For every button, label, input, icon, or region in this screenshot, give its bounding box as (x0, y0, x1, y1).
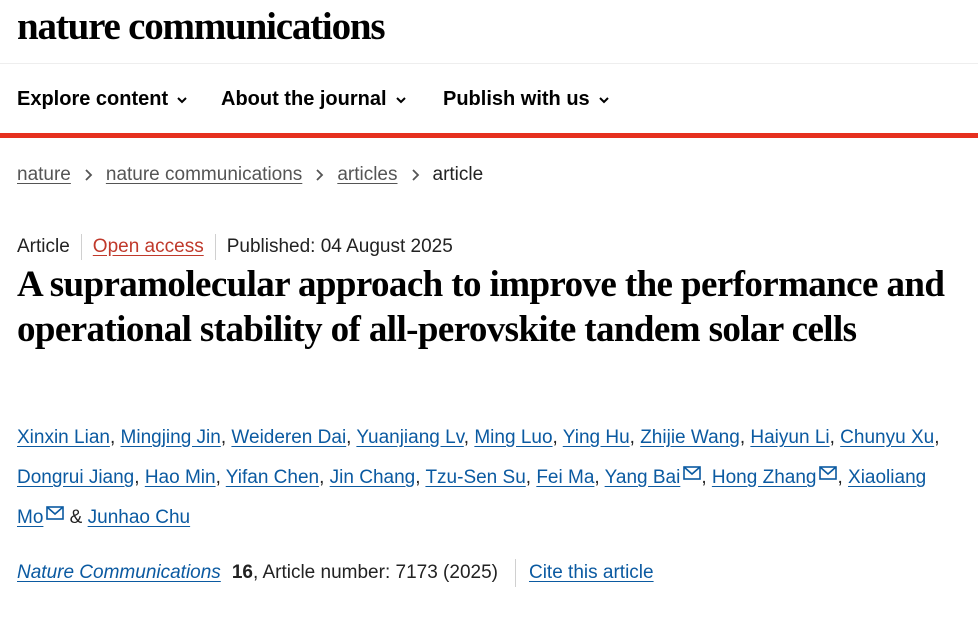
author-list: Xinxin Lian, Mingjing Jin, Weideren Dai,… (17, 427, 940, 528)
email-icon[interactable] (683, 466, 702, 480)
author-link[interactable]: Fei Ma (536, 467, 595, 488)
author-link[interactable]: Yang Bai (604, 467, 681, 488)
breadcrumb-current: article (432, 164, 484, 185)
author-link[interactable]: Hao Min (144, 467, 216, 488)
cite-this-article-link[interactable]: Cite this article (528, 562, 654, 583)
breadcrumb-link-nature[interactable]: nature (17, 164, 71, 185)
volume-number: 16 (231, 562, 253, 583)
site-logo[interactable]: nature communications (17, 5, 386, 48)
nav-item-label: About the journal (221, 88, 387, 110)
chevron-down-icon (598, 96, 609, 103)
author-link[interactable]: Xiaoliang Mo (17, 467, 927, 528)
accent-bar (0, 133, 978, 138)
main-nav: Explore content About the journal Publis… (0, 64, 978, 133)
divider (80, 234, 82, 260)
chevron-down-icon (177, 96, 187, 103)
nav-about-journal[interactable]: About the journal (221, 88, 407, 111)
breadcrumb: nature nature communications articles ar… (17, 164, 483, 186)
author-link[interactable]: Ming Luo (474, 427, 553, 448)
chevron-down-icon (395, 96, 406, 103)
nav-publish-with-us[interactable]: Publish with us (443, 88, 610, 111)
email-icon[interactable] (819, 466, 838, 480)
chevron-right-icon (316, 169, 324, 181)
email-icon[interactable] (46, 506, 65, 520)
divider (514, 559, 516, 587)
author-link[interactable]: Yifan Chen (225, 467, 320, 488)
article-title: A supramolecular approach to improve the… (17, 264, 945, 350)
divider (214, 234, 216, 260)
nav-explore-content[interactable]: Explore content (17, 88, 188, 111)
author-link[interactable]: Hong Zhang (711, 467, 817, 488)
citation-line: Nature Communications 16 , Article numbe… (17, 559, 654, 587)
author-link[interactable]: Weideren Dai (231, 427, 347, 448)
journal-link[interactable]: Nature Communications (17, 562, 221, 583)
nav-item-label: Publish with us (443, 88, 590, 110)
author-link[interactable]: Yuanjiang Lv (356, 427, 464, 448)
author-link[interactable]: Junhao Chu (87, 507, 191, 528)
author-link[interactable]: Mingjing Jin (120, 427, 221, 448)
nav-item-label: Explore content (17, 88, 169, 110)
open-access-link[interactable]: Open access (92, 236, 204, 257)
author-link[interactable]: Ying Hu (562, 427, 630, 448)
article-type: Article (17, 236, 70, 257)
breadcrumb-link-articles[interactable]: articles (337, 164, 398, 185)
article-number: , Article number: 7173 (2025) (252, 562, 498, 583)
chevron-right-icon (411, 169, 419, 181)
author-link[interactable]: Tzu-Sen Su (425, 467, 526, 488)
author-link[interactable]: Jin Chang (329, 467, 416, 488)
site-header: nature communications (0, 0, 978, 64)
author-link[interactable]: Chunyu Xu (840, 427, 935, 448)
author-link[interactable]: Zhijie Wang (640, 427, 740, 448)
breadcrumb-link-nature-communications[interactable]: nature communications (105, 164, 303, 185)
author-link[interactable]: Dongrui Jiang (17, 467, 135, 488)
chevron-right-icon (85, 169, 93, 181)
published-date: Published: 04 August 2025 (226, 236, 453, 257)
article-meta: Article Open access Published: 04 August… (17, 234, 453, 260)
author-link[interactable]: Xinxin Lian (17, 427, 110, 448)
author-link[interactable]: Haiyun Li (750, 427, 830, 448)
